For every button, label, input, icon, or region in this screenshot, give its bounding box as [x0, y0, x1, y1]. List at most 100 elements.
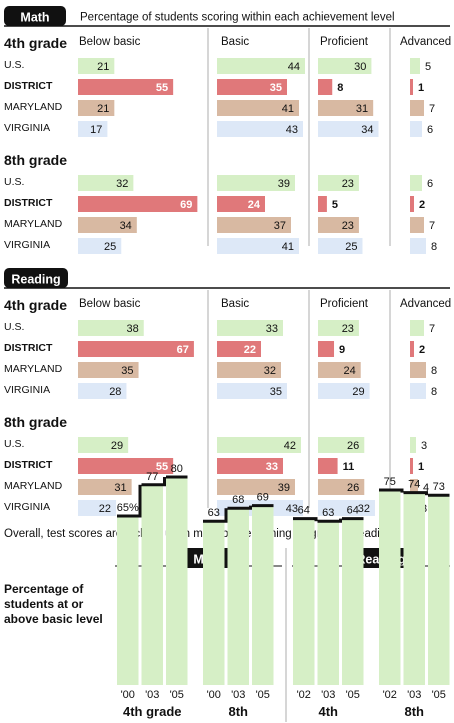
row-label-virginia: VIRGINIA: [4, 122, 50, 134]
math-column-header: Below basic: [79, 36, 141, 48]
trend-bar: [203, 521, 225, 685]
trend-bar: [166, 477, 188, 685]
math-value-label: 31: [356, 103, 368, 115]
reading-bar-us: [410, 320, 424, 336]
row-label-us: U.S.: [4, 321, 24, 333]
math-bar-maryland: [410, 100, 424, 116]
math-bar-maryland: [217, 100, 299, 116]
math-panel-title: 8th grade: [4, 152, 67, 168]
math-bar-district: [217, 196, 265, 212]
math-bar-us: [318, 58, 372, 74]
reading-value-label: 8: [431, 386, 437, 398]
reading-value-label: 3: [421, 440, 427, 452]
math-bar-us: [217, 58, 305, 74]
trend-value-label: 69: [257, 492, 269, 504]
math-bar-us: [78, 175, 134, 191]
trend-grade-label: 8th: [405, 704, 425, 719]
reading-value-label: 22: [99, 503, 111, 515]
row-label-district: DISTRICT: [4, 80, 53, 92]
trend-value-label: 65%: [117, 502, 139, 514]
trend-ylabel: Percentage of: [4, 582, 84, 596]
trend-value-label: 73: [433, 481, 445, 493]
reading-bar-district: [78, 458, 174, 474]
math-value-label: 34: [361, 124, 373, 136]
math-bar-maryland: [410, 217, 424, 233]
reading-value-label: 4: [423, 482, 429, 494]
trend-value-label: 75: [384, 476, 396, 488]
math-value-label: 21: [97, 103, 109, 115]
math-value-label: 2: [419, 199, 425, 211]
trend-year-label: '02: [383, 689, 397, 701]
math-value-label: 41: [282, 241, 294, 253]
math-value-label: 8: [337, 82, 343, 94]
math-value-label: 43: [286, 124, 298, 136]
row-label-maryland: MARYLAND: [4, 218, 63, 230]
math-bar-maryland: [318, 100, 374, 116]
reading-bar-district: [410, 341, 414, 357]
reading-value-label: 11: [343, 461, 355, 473]
reading-bar-maryland: [217, 479, 295, 495]
reading-bar-maryland: [78, 479, 132, 495]
trend-bar: [428, 495, 450, 685]
math-bar-virginia: [410, 121, 422, 137]
math-value-label: 7: [429, 103, 435, 115]
math-bar-district: [318, 79, 333, 95]
trend-bar: [252, 505, 274, 685]
math-column-header: Basic: [221, 36, 249, 48]
row-label-virginia: VIRGINIA: [4, 384, 50, 396]
math-value-label: 25: [104, 241, 116, 253]
row-label-virginia: VIRGINIA: [4, 239, 50, 251]
reading-value-label: 9: [339, 344, 345, 356]
math-value-label: 39: [278, 178, 290, 190]
row-label-us: U.S.: [4, 59, 24, 71]
math-value-label: 34: [120, 220, 132, 232]
trend-year-label: '02: [297, 689, 311, 701]
trend-grade-label: 8th: [229, 704, 249, 719]
trend-bar: [293, 518, 315, 685]
row-label-us: U.S.: [4, 176, 24, 188]
trend-year-label: '03: [231, 689, 245, 701]
trend-value-label: 74: [408, 479, 420, 491]
reading-value-label: 29: [111, 440, 123, 452]
math-bar-district: [410, 79, 413, 95]
reading-bar-district: [410, 458, 413, 474]
reading-tab-label: Reading: [11, 273, 60, 287]
reading-bar-virginia: [318, 383, 370, 399]
math-value-label: 5: [425, 61, 431, 73]
math-bar-district: [318, 196, 327, 212]
row-label-maryland: MARYLAND: [4, 480, 63, 492]
trend-year-label: '00: [121, 689, 135, 701]
trend-value-label: 63: [208, 507, 220, 519]
reading-bar-district: [217, 458, 283, 474]
math-value-label: 37: [274, 220, 286, 232]
trend-ylabel: above basic level: [4, 612, 103, 626]
trend-year-label: '03: [145, 689, 159, 701]
math-value-label: 5: [332, 199, 338, 211]
row-label-virginia: VIRGINIA: [4, 501, 50, 513]
trend-bar: [379, 490, 401, 685]
math-value-label: 23: [342, 178, 354, 190]
math-value-label: 17: [90, 124, 102, 136]
trend-grade-label: 4th grade: [123, 704, 182, 719]
trend-value-label: 64: [298, 505, 310, 517]
reading-bar-district: [78, 341, 194, 357]
reading-value-label: 1: [418, 461, 424, 473]
reading-value-label: 26: [347, 482, 359, 494]
reading-bar-district: [217, 341, 261, 357]
math-value-label: 55: [156, 82, 168, 94]
header-subtitle: Percentage of students scoring within ea…: [80, 12, 395, 24]
reading-tab: [4, 268, 68, 288]
trend-ylabel: students at or: [4, 597, 84, 611]
reading-bar-us: [217, 320, 283, 336]
trend-year-label: '05: [256, 689, 270, 701]
reading-value-label: 8: [431, 365, 437, 377]
reading-value-label: 39: [278, 482, 290, 494]
trend-year-label: '03: [407, 689, 421, 701]
reading-bar-us: [78, 437, 129, 453]
math-tab: [4, 6, 66, 26]
math-bar-us: [318, 175, 359, 191]
math-bar-us: [410, 58, 420, 74]
row-label-us: U.S.: [4, 438, 24, 450]
math-bar-district: [217, 79, 287, 95]
